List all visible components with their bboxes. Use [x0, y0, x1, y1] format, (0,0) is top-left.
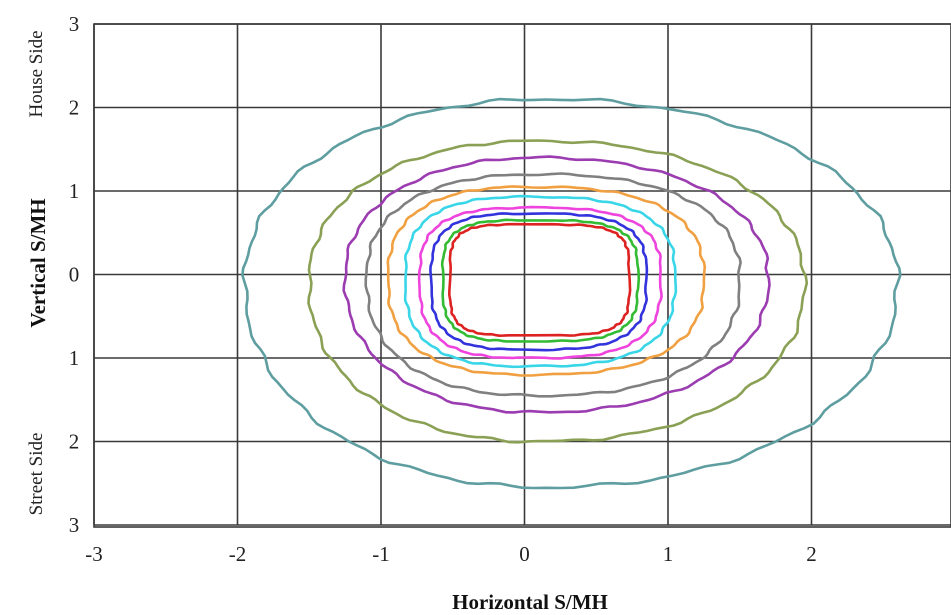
contour-line	[440, 218, 641, 343]
y-tick-label: 1	[69, 179, 80, 203]
top-side-label: House Side	[26, 30, 47, 117]
contour-line	[307, 139, 809, 444]
contour-line	[429, 212, 649, 352]
contour-line	[241, 97, 902, 490]
grid-lines	[93, 23, 951, 526]
y-tick-label: 0	[69, 263, 80, 287]
contour-line	[342, 155, 771, 414]
y-axis-title: Vertical S/MH	[26, 198, 50, 327]
x-tick-label: -3	[85, 542, 103, 566]
x-tick-label: -2	[229, 542, 247, 566]
contour-line	[417, 205, 663, 360]
x-tick-label: 0	[519, 542, 530, 566]
x-tick-labels: -3 -2 -1 0 1 2	[85, 542, 817, 566]
contour-line	[386, 185, 707, 377]
y-tick-label: 3	[69, 513, 80, 537]
contour-lines	[241, 97, 902, 490]
y-tick-label: 2	[69, 430, 80, 454]
y-tick-label: 2	[69, 96, 80, 120]
plot-frame	[93, 23, 951, 528]
contour-line	[448, 222, 632, 337]
bottom-side-label: Street Side	[26, 433, 47, 516]
contour-line	[403, 194, 678, 369]
x-axis-title: Horizontal S/MH	[452, 590, 608, 614]
x-tick-label: -1	[372, 542, 390, 566]
x-tick-label: 2	[806, 542, 817, 566]
y-tick-labels: 3 2 1 0 1 2 3	[69, 12, 80, 537]
y-tick-label: 1	[69, 346, 80, 370]
x-tick-label: 1	[663, 542, 674, 566]
y-tick-label: 3	[69, 12, 80, 36]
contour-line	[364, 172, 742, 398]
